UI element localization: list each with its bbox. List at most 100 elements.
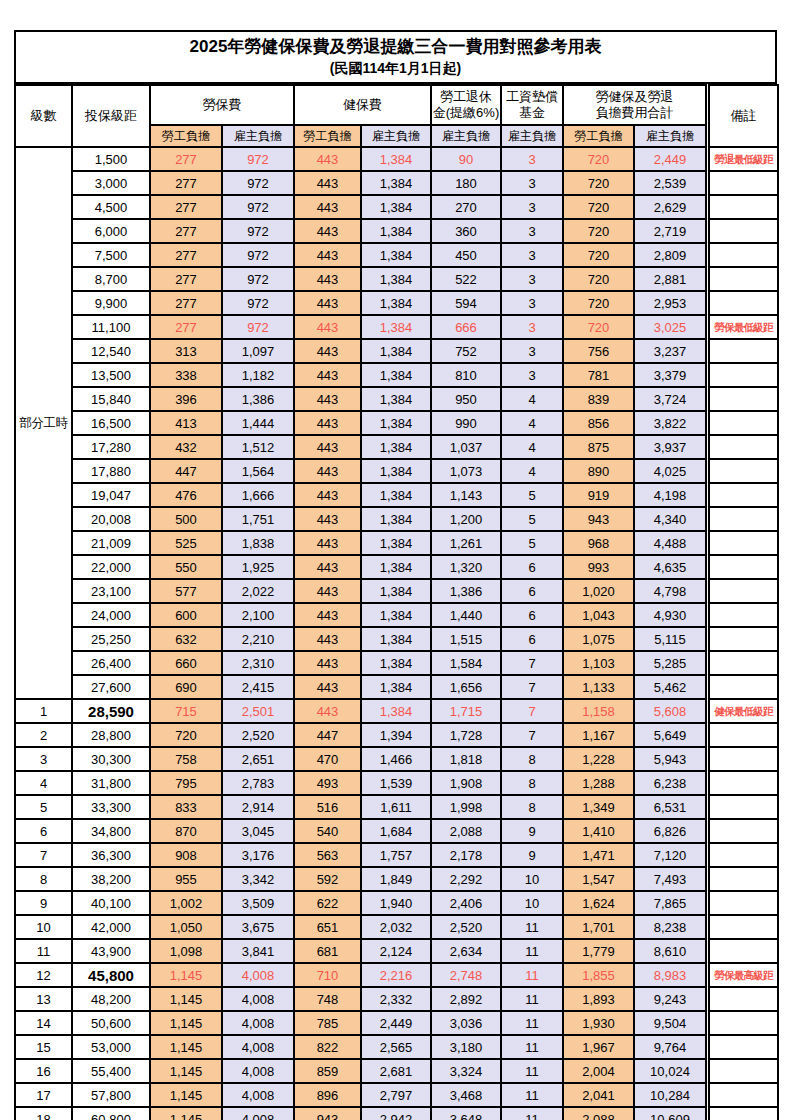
col-header-labor-fee: 勞保費 <box>150 85 294 125</box>
table-row: 1245,8001,1454,0087102,2162,748111,8558,… <box>15 963 778 987</box>
fee-cell: 1,751 <box>222 507 294 531</box>
fee-cell: 3 <box>501 267 563 291</box>
subheader-employee: 勞工負擔 <box>294 125 361 147</box>
bracket-cell: 48,200 <box>72 987 150 1011</box>
fee-cell: 550 <box>150 555 222 579</box>
fee-cell: 447 <box>294 723 361 747</box>
col-header-health-fee: 健保費 <box>294 85 431 125</box>
fee-cell: 972 <box>222 219 294 243</box>
fee-cell: 90 <box>431 147 501 171</box>
fee-cell: 1,145 <box>150 1107 222 1120</box>
note-cell <box>709 1035 778 1059</box>
fee-cell: 1,386 <box>222 387 294 411</box>
bracket-cell: 22,000 <box>72 555 150 579</box>
fee-cell: 3,648 <box>431 1107 501 1120</box>
bracket-cell: 60,800 <box>72 1107 150 1120</box>
fee-cell: 277 <box>150 267 222 291</box>
fee-cell: 7,120 <box>634 843 706 867</box>
fee-cell: 3 <box>501 243 563 267</box>
fee-cell: 1,471 <box>563 843 634 867</box>
fee-cell: 1,849 <box>361 867 431 891</box>
fee-cell: 277 <box>150 219 222 243</box>
fee-cell: 592 <box>294 867 361 891</box>
note-cell: 勞保最高級距 <box>709 963 778 987</box>
fee-cell: 1,384 <box>361 315 431 339</box>
note-cell <box>709 435 778 459</box>
fee-cell: 839 <box>563 387 634 411</box>
fee-cell: 632 <box>150 627 222 651</box>
fee-cell: 870 <box>150 819 222 843</box>
col-header-total: 勞健保及勞退 負擔費用合計 <box>563 85 706 125</box>
fee-cell: 1,384 <box>361 555 431 579</box>
note-cell <box>709 531 778 555</box>
fee-cell: 2,914 <box>222 795 294 819</box>
fee-cell: 972 <box>222 291 294 315</box>
fee-cell: 11 <box>501 1107 563 1120</box>
table-row: 1450,6001,1454,0087852,4493,036111,9309,… <box>15 1011 778 1035</box>
table-row: 24,0006002,1004431,3841,44061,0434,930 <box>15 603 778 627</box>
fee-cell: 3,025 <box>634 315 706 339</box>
fee-cell: 443 <box>294 411 361 435</box>
table-row: 1553,0001,1454,0088222,5653,180111,9679,… <box>15 1035 778 1059</box>
fee-cell: 710 <box>294 963 361 987</box>
fee-cell: 1,145 <box>150 1011 222 1035</box>
fee-cell: 2,292 <box>431 867 501 891</box>
fee-cell: 1,384 <box>361 363 431 387</box>
subheader-employee: 勞工負擔 <box>563 125 634 147</box>
col-header-pension: 勞工退休 金(提繳6%) <box>431 85 501 125</box>
fee-cell: 1,893 <box>563 987 634 1011</box>
fee-cell: 1,838 <box>222 531 294 555</box>
fee-cell: 443 <box>294 387 361 411</box>
fee-cell: 7 <box>501 699 563 723</box>
fee-cell: 1,624 <box>563 891 634 915</box>
bracket-cell: 36,300 <box>72 843 150 867</box>
note-cell <box>709 387 778 411</box>
fee-cell: 525 <box>150 531 222 555</box>
fee-cell: 5 <box>501 531 563 555</box>
fee-cell: 2,032 <box>361 915 431 939</box>
fee-cell: 443 <box>294 195 361 219</box>
fee-cell: 1,384 <box>361 531 431 555</box>
fee-cell: 2,783 <box>222 771 294 795</box>
level-cell: 18 <box>15 1107 72 1120</box>
fee-cell: 4,488 <box>634 531 706 555</box>
level-cell: 15 <box>15 1035 72 1059</box>
fee-cell: 1,818 <box>431 747 501 771</box>
fee-cell: 1,684 <box>361 819 431 843</box>
fee-cell: 715 <box>150 699 222 723</box>
note-cell <box>709 267 778 291</box>
fee-cell: 1,466 <box>361 747 431 771</box>
note-cell <box>709 171 778 195</box>
fee-cell: 11 <box>501 963 563 987</box>
table-row: 1860,8001,1454,0089432,9423,648112,08810… <box>15 1107 778 1120</box>
col-header-bracket: 投保級距 <box>72 85 150 147</box>
fee-cell: 6,238 <box>634 771 706 795</box>
fee-cell: 4,008 <box>222 1059 294 1083</box>
fee-cell: 833 <box>150 795 222 819</box>
fee-cell: 413 <box>150 411 222 435</box>
fee-cell: 1,384 <box>361 291 431 315</box>
table-row: 431,8007952,7834931,5391,90881,2886,238 <box>15 771 778 795</box>
fee-cell: 856 <box>563 411 634 435</box>
fee-cell: 2,520 <box>431 915 501 939</box>
fee-cell: 11 <box>501 915 563 939</box>
note-cell <box>709 219 778 243</box>
table-row: 23,1005772,0224431,3841,38661,0204,798 <box>15 579 778 603</box>
fee-cell: 6 <box>501 627 563 651</box>
note-cell <box>709 627 778 651</box>
fee-cell: 3 <box>501 315 563 339</box>
fee-cell: 2,124 <box>361 939 431 963</box>
fee-cell: 443 <box>294 315 361 339</box>
fee-cell: 2,004 <box>563 1059 634 1083</box>
fee-cell: 540 <box>294 819 361 843</box>
level-cell: 16 <box>15 1059 72 1083</box>
fee-cell: 720 <box>563 267 634 291</box>
fee-cell: 3,176 <box>222 843 294 867</box>
fee-cell: 447 <box>150 459 222 483</box>
fee-cell: 11 <box>501 1011 563 1035</box>
fee-cell: 720 <box>563 171 634 195</box>
bracket-cell: 11,100 <box>72 315 150 339</box>
bracket-cell: 57,800 <box>72 1083 150 1107</box>
fee-cell: 443 <box>294 243 361 267</box>
fee-cell: 563 <box>294 843 361 867</box>
